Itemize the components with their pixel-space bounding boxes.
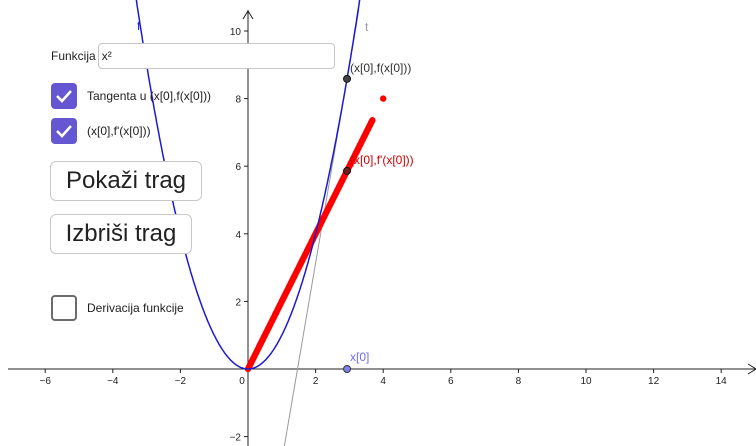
function-input-label: Funkcija xyxy=(51,49,96,63)
y-tick-label: 4 xyxy=(235,230,241,241)
tangent-checkbox-label: Tangenta u (x[0],f(x[0])) xyxy=(87,89,212,103)
x-tick-label: 8 xyxy=(516,376,522,387)
clear-trace-button[interactable]: Izbriši trag xyxy=(50,214,192,254)
trace-dot xyxy=(380,95,387,102)
y-tick-label: 6 xyxy=(235,162,241,173)
x-tick-label: −2 xyxy=(175,376,187,387)
derivative-checkbox[interactable] xyxy=(51,295,77,321)
y-tick-label: −2 xyxy=(230,433,242,444)
y-tick-label: 10 xyxy=(230,27,242,38)
point-x0[interactable] xyxy=(343,365,352,373)
fprime-checkbox-label: (x[0],f'(x[0])) xyxy=(87,124,151,138)
show-trace-button[interactable]: Pokaži trag xyxy=(50,161,202,201)
derivative-checkbox-row[interactable]: Derivacija funkcije xyxy=(51,295,184,321)
tangent-line-label: t xyxy=(365,20,369,34)
x-tick-label: 12 xyxy=(648,376,660,387)
x-tick-label: 10 xyxy=(580,376,592,387)
y-axis-arrow-icon xyxy=(242,10,254,20)
function-graph-label: f xyxy=(137,19,141,33)
fprime-checkbox-row[interactable]: (x[0],f'(x[0])) xyxy=(51,118,151,144)
tangent-checkbox-row[interactable]: Tangenta u (x[0],f(x[0])) xyxy=(51,83,211,109)
derivative-checkbox-label: Derivacija funkcije xyxy=(87,301,184,315)
y-tick-label: 2 xyxy=(235,297,241,308)
x-tick-label: 6 xyxy=(448,376,454,387)
x-tick-label: 14 xyxy=(716,376,728,387)
function-input[interactable] xyxy=(97,43,335,69)
x-tick-label: −6 xyxy=(39,376,51,387)
x-tick-label: 4 xyxy=(380,376,386,387)
point-x0-label: x[0] xyxy=(350,350,369,364)
x-axis-arrow-icon xyxy=(747,363,756,375)
y-tick-label: 8 xyxy=(235,95,241,106)
point-fprime[interactable] xyxy=(343,166,352,175)
checkmark-icon xyxy=(56,90,72,103)
point-fprime-label: (x[0],f'(x[0])) xyxy=(350,153,414,167)
derivative-trace xyxy=(244,95,387,373)
fprime-checkbox[interactable] xyxy=(51,118,77,144)
point-f[interactable] xyxy=(343,74,352,83)
x-tick-label: −4 xyxy=(107,376,119,387)
trace-dot xyxy=(369,117,376,124)
x-tick-label: 2 xyxy=(313,376,319,387)
tangent-checkbox[interactable] xyxy=(51,83,77,109)
checkmark-icon xyxy=(56,125,72,138)
function-input-row: Funkcija xyxy=(51,43,335,69)
point-f-label: (x[0],f(x[0])) xyxy=(350,61,411,75)
x-tick-label: 0 xyxy=(239,376,245,387)
